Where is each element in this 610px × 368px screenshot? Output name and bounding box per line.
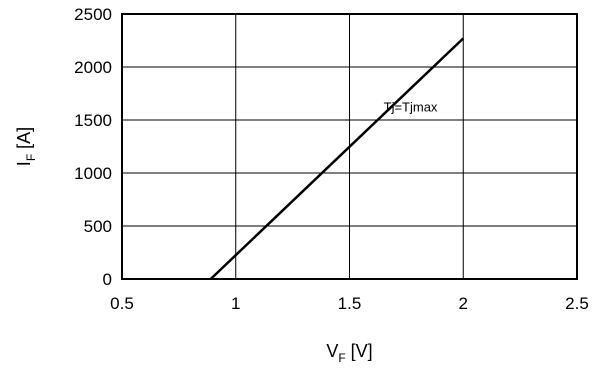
series-line [209, 37, 465, 280]
y-tick-label: 0 [103, 270, 112, 289]
y-tick-label: 1000 [74, 164, 112, 183]
x-axis-label-main: V [326, 341, 338, 361]
y-tick-label: 2000 [74, 58, 112, 77]
y-tick-label: 1500 [74, 111, 112, 130]
x-tick-label: 1.5 [338, 294, 362, 313]
y-tick-label: 2500 [74, 5, 112, 24]
y-axis-label-main: I [14, 161, 34, 166]
x-axis-label: VF [V] [326, 341, 372, 365]
x-axis-label-sub: F [338, 351, 345, 365]
x-tick-label: 1 [231, 294, 240, 313]
y-tick-labels: 0 500 1000 1500 2000 2500 [74, 5, 112, 289]
x-tick-label: 2.5 [565, 294, 589, 313]
x-axis-label-unit: [V] [346, 341, 373, 361]
y-axis-label-sub: F [24, 154, 38, 161]
annotations: Tj=Tjmax [384, 100, 438, 115]
x-tick-labels: 0.5 1 1.5 2 2.5 [110, 294, 589, 313]
annotation-label: Tj=Tjmax [384, 100, 438, 115]
x-tick-label: 0.5 [110, 294, 134, 313]
y-axis-label-unit: [A] [14, 127, 34, 154]
y-tick-label: 500 [84, 217, 112, 236]
y-axis-label: IF [A] [14, 127, 38, 166]
series-layer [209, 37, 465, 280]
x-tick-label: 2 [459, 294, 468, 313]
plot-area-frame [121, 13, 578, 280]
